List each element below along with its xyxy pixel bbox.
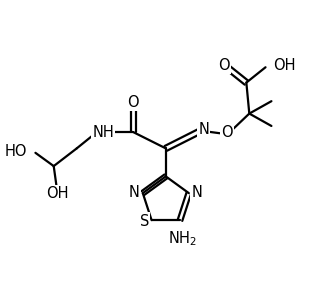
Text: N: N [129,185,140,200]
Text: N: N [198,122,209,137]
Text: S: S [140,214,149,229]
Text: O: O [218,58,229,73]
Text: N: N [192,185,203,200]
Text: OH: OH [274,58,296,73]
Text: O: O [221,125,233,140]
Text: O: O [128,95,139,110]
Text: HO: HO [5,144,28,159]
Text: NH$_2$: NH$_2$ [168,229,198,248]
Text: OH: OH [46,186,69,201]
Text: NH: NH [92,125,114,140]
